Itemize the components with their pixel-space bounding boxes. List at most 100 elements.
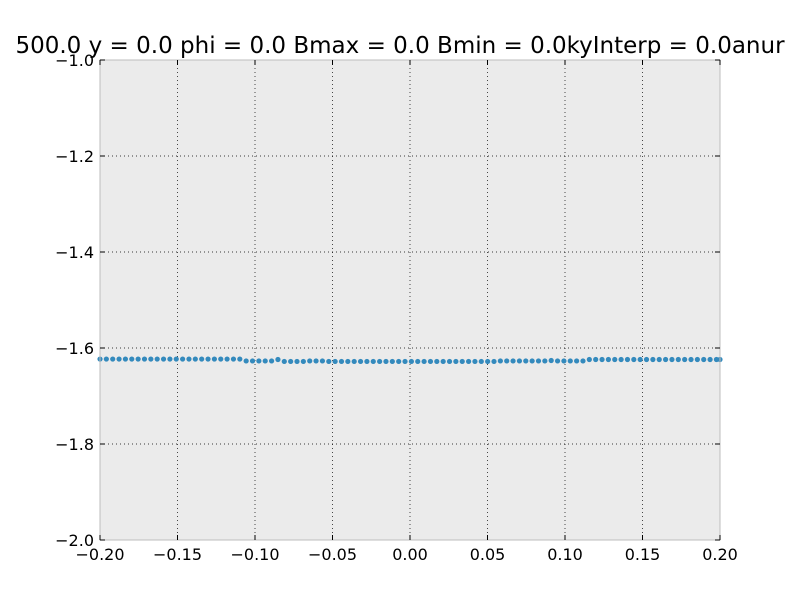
data-point xyxy=(586,356,592,363)
x-tick-label: 0.15 xyxy=(625,545,661,564)
data-point xyxy=(364,358,370,365)
data-point xyxy=(167,356,173,362)
data-point xyxy=(307,358,313,364)
data-point xyxy=(173,356,179,362)
data-point xyxy=(186,356,192,362)
y-tick-label: −1.0 xyxy=(55,51,94,70)
data-point xyxy=(192,356,198,362)
x-tick-label: 0.20 xyxy=(702,545,738,564)
x-tick-label: 0.10 xyxy=(547,545,583,564)
x-tick-label: −0.15 xyxy=(153,545,202,564)
x-tick-label: 0.00 xyxy=(392,545,428,564)
data-point xyxy=(281,358,287,365)
data-point xyxy=(262,358,268,364)
data-point xyxy=(402,358,408,365)
x-tick-label: −0.20 xyxy=(75,545,124,564)
data-point xyxy=(256,358,262,364)
data-point xyxy=(389,358,395,365)
data-point xyxy=(574,358,580,364)
data-point xyxy=(459,358,465,365)
data-point xyxy=(326,358,332,365)
data-point xyxy=(707,356,713,363)
data-point xyxy=(453,358,459,365)
data-point xyxy=(148,356,154,362)
data-point xyxy=(510,358,516,364)
data-point xyxy=(268,358,275,364)
data-point xyxy=(701,356,707,363)
data-point xyxy=(141,356,148,362)
data-point xyxy=(465,358,472,365)
data-point xyxy=(396,358,402,365)
data-point xyxy=(351,358,357,365)
data-point xyxy=(199,356,205,362)
data-point xyxy=(529,358,535,364)
data-point xyxy=(472,358,478,365)
data-point xyxy=(669,356,675,363)
x-tick-label: 0.05 xyxy=(470,545,506,564)
data-point xyxy=(497,358,503,364)
chart-title: 500.0 y = 0.0 phi = 0.0 Bmax = 0.0 Bmin … xyxy=(15,33,785,59)
data-point xyxy=(288,358,294,365)
data-point xyxy=(180,356,186,362)
data-point xyxy=(129,356,135,362)
data-point xyxy=(319,358,326,364)
data-point xyxy=(599,356,605,363)
data-point xyxy=(357,358,364,365)
data-point xyxy=(218,356,224,362)
data-point xyxy=(294,358,300,365)
y-tick-label: −1.2 xyxy=(55,147,94,166)
y-tick-label: −2.0 xyxy=(55,531,94,550)
data-point xyxy=(332,358,338,365)
data-point xyxy=(713,356,720,363)
data-point xyxy=(523,358,529,364)
data-point xyxy=(440,358,446,365)
data-point xyxy=(650,356,656,363)
data-point xyxy=(491,358,497,365)
data-point xyxy=(383,358,389,365)
data-point xyxy=(504,358,510,364)
data-point xyxy=(478,358,484,365)
data-point xyxy=(338,358,345,365)
data-point xyxy=(211,356,217,362)
data-point xyxy=(688,356,694,363)
data-point xyxy=(637,356,643,363)
data-point xyxy=(554,358,561,364)
data-point xyxy=(548,357,554,364)
data-point xyxy=(485,358,491,365)
y-tick-label: −1.4 xyxy=(55,243,94,262)
data-point xyxy=(103,356,109,362)
data-point xyxy=(643,356,650,363)
data-point xyxy=(580,358,586,364)
data-point xyxy=(122,356,129,362)
data-point xyxy=(313,358,319,364)
data-point xyxy=(224,356,230,362)
data-point xyxy=(370,358,376,365)
data-point xyxy=(275,356,281,363)
data-point xyxy=(427,358,434,365)
y-tick-label: −1.6 xyxy=(55,339,94,358)
data-point xyxy=(542,358,548,364)
data-point xyxy=(249,358,256,364)
data-point xyxy=(345,358,351,365)
data-point xyxy=(662,356,669,363)
data-point xyxy=(377,358,383,365)
data-point xyxy=(421,358,427,365)
data-point xyxy=(682,356,688,363)
data-point xyxy=(230,356,237,362)
data-point xyxy=(243,358,249,364)
data-point xyxy=(154,356,160,362)
data-point xyxy=(605,356,612,363)
data-point xyxy=(116,356,122,362)
data-point xyxy=(516,358,523,364)
data-point xyxy=(434,358,440,365)
data-point xyxy=(656,356,662,363)
data-point xyxy=(446,358,453,365)
data-point xyxy=(631,356,637,363)
data-point xyxy=(561,358,567,364)
data-point xyxy=(593,356,599,363)
x-tick-label: −0.10 xyxy=(230,545,279,564)
data-point xyxy=(237,356,243,362)
data-point xyxy=(675,356,681,363)
